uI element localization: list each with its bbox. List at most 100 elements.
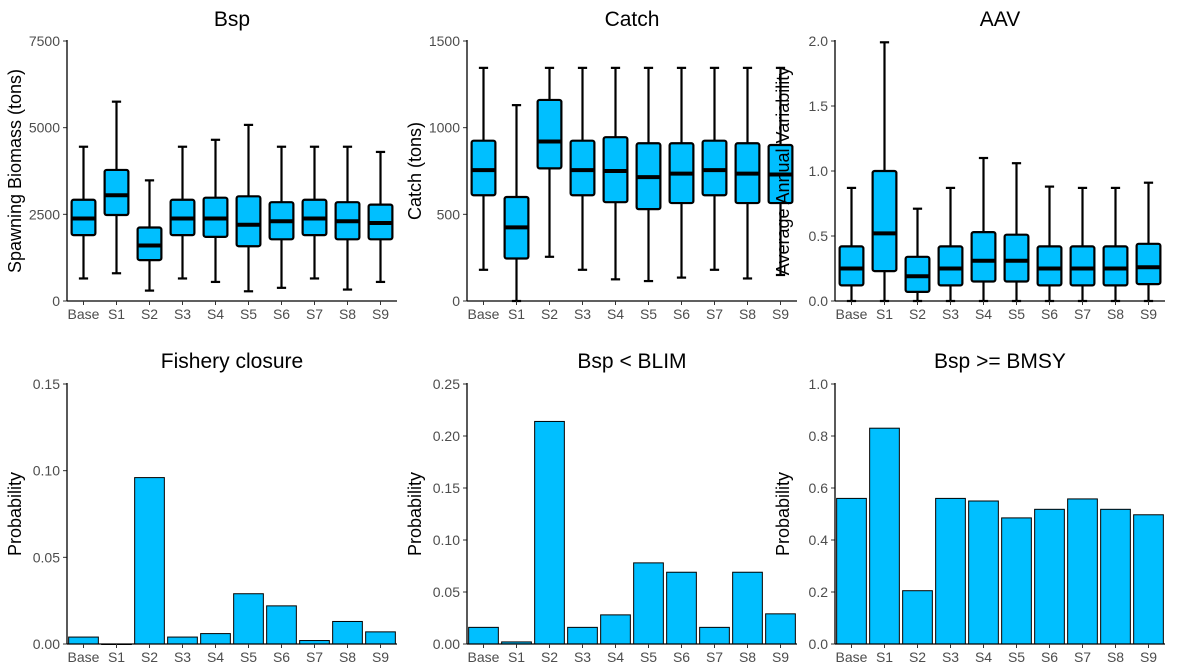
- y-axis-label: Spawning Biomass (tons): [5, 69, 25, 273]
- bar-S2: [902, 590, 933, 645]
- bar-S9: [765, 613, 796, 645]
- y-tick-label: 0.4: [809, 532, 829, 548]
- panel-5: Bsp < BLIM Probability 0.00 0.05 0.10 0.15 0.2…: [405, 350, 797, 663]
- bar-S3: [167, 636, 198, 645]
- y-tick-label: 0.2: [809, 584, 829, 600]
- box-S6: [268, 145, 295, 289]
- x-tick-label: S1: [508, 649, 525, 663]
- bar-S4: [200, 633, 231, 645]
- panel-2: Catch Catch (tons) 0 500 1000 1500 Base S1 S2 S3 S…: [405, 8, 797, 322]
- box-iqr: [1135, 242, 1162, 286]
- x-tick-label: S3: [574, 649, 591, 663]
- x-tick-label: S4: [607, 306, 624, 322]
- box-iqr: [569, 139, 596, 197]
- x-tick-label: Base: [68, 306, 100, 322]
- x-tick-label: S1: [876, 649, 893, 663]
- box-S2: [536, 66, 563, 258]
- x-tick-label: S4: [207, 306, 224, 322]
- y-tick-label: 0.05: [33, 549, 60, 565]
- box-S9: [1135, 181, 1162, 303]
- box-S4: [202, 138, 229, 284]
- bar-S3: [935, 497, 966, 645]
- y-tick-label: 0.8: [809, 428, 829, 444]
- bar-S5: [233, 593, 264, 645]
- box-S4: [602, 66, 629, 281]
- box-iqr: [937, 245, 964, 287]
- x-tick-label: S2: [141, 306, 158, 322]
- x-tick-label: S1: [876, 306, 893, 322]
- y-tick-label: 5000: [29, 120, 60, 136]
- y-axis-label: Average Annual Variability: [773, 67, 793, 275]
- bar-S4: [600, 614, 631, 645]
- box-S8: [734, 66, 761, 280]
- bar-S1: [869, 427, 900, 645]
- bar-Base: [68, 636, 99, 645]
- box-iqr: [536, 98, 563, 170]
- x-tick-label: S7: [306, 649, 323, 663]
- x-tick-label: S5: [240, 649, 257, 663]
- x-tick-label: S4: [207, 649, 224, 663]
- bar-S2: [134, 477, 165, 645]
- x-tick-label: S6: [273, 649, 290, 663]
- x-tick-label: S3: [174, 649, 191, 663]
- panel-title: Catch: [605, 8, 660, 31]
- x-tick-label: S2: [909, 306, 926, 322]
- y-tick-label: 0.15: [33, 376, 60, 392]
- box-iqr: [1069, 245, 1096, 287]
- box-S5: [635, 66, 662, 283]
- y-tick-label: 0: [52, 293, 60, 309]
- box-S6: [1036, 185, 1063, 303]
- x-tick-label: S8: [339, 649, 356, 663]
- x-tick-label: Base: [836, 306, 868, 322]
- x-tick-label: S7: [1074, 306, 1091, 322]
- box-S7: [301, 145, 328, 280]
- x-tick-label: S8: [739, 306, 756, 322]
- bar-S9: [365, 631, 396, 645]
- box-S1: [871, 41, 898, 303]
- box-iqr: [235, 195, 262, 248]
- y-tick-label: 1000: [429, 120, 460, 136]
- box-iqr: [838, 245, 865, 287]
- bar-S7: [699, 626, 730, 645]
- x-tick-label: S2: [141, 649, 158, 663]
- y-tick-label: 1.0: [809, 376, 829, 392]
- bar-S7: [1067, 498, 1098, 645]
- x-tick-label: S2: [541, 306, 558, 322]
- y-tick-label: 0.00: [33, 636, 60, 652]
- box-S6: [668, 66, 695, 279]
- box-iqr: [103, 168, 130, 217]
- y-axis-label: Probability: [773, 472, 793, 556]
- panel-title: Bsp: [214, 8, 250, 31]
- panel-title: AAV: [980, 8, 1020, 31]
- y-axis-label: Catch (tons): [405, 122, 425, 220]
- x-tick-label: S9: [1140, 306, 1157, 322]
- x-tick-label: S6: [673, 306, 690, 322]
- y-axis-label: Probability: [5, 472, 25, 556]
- x-tick-label: S5: [640, 306, 657, 322]
- x-tick-label: S1: [108, 649, 125, 663]
- box-S3: [569, 66, 596, 271]
- x-tick-label: S1: [108, 306, 125, 322]
- y-tick-label: 2.0: [809, 33, 829, 49]
- panel-4: Fishery closure Probability 0.00 0.05 0.10 0.…: [5, 350, 397, 663]
- x-tick-label: S6: [1041, 306, 1058, 322]
- panel-6: Bsp >= BMSY Probability 0.0 0.2 0.4 0.6 0.8 1.0…: [773, 350, 1165, 663]
- bar-Base: [468, 626, 499, 645]
- box-S1: [503, 104, 530, 303]
- y-tick-label: 0: [452, 293, 460, 309]
- x-tick-label: S5: [240, 306, 257, 322]
- bar-S8: [1100, 508, 1131, 645]
- box-S8: [334, 145, 361, 291]
- x-tick-label: S8: [1107, 649, 1124, 663]
- panel-3: AAV Average Annual Variability 0.0 0.5 1.0 1.…: [773, 8, 1165, 322]
- y-tick-label: 1500: [429, 33, 460, 49]
- x-tick-label: S5: [1008, 306, 1025, 322]
- x-tick-label: S9: [372, 306, 389, 322]
- x-tick-label: S2: [541, 649, 558, 663]
- x-tick-label: S7: [306, 306, 323, 322]
- box-S7: [701, 66, 728, 271]
- bar-Base: [836, 497, 867, 645]
- x-tick-label: Base: [468, 306, 500, 322]
